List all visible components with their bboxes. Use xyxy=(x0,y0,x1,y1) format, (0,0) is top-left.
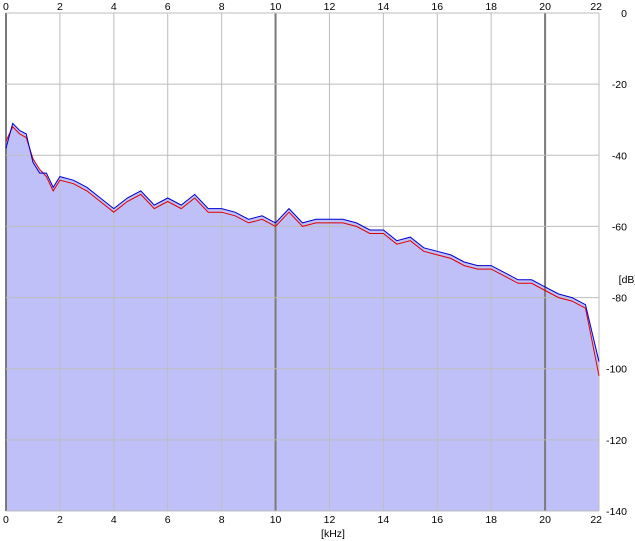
x-tick-label-bottom: 2 xyxy=(57,514,63,526)
x-tick-label-bottom: 12 xyxy=(324,514,336,526)
y-tick-label: 0 xyxy=(621,8,627,20)
x-tick-label-top: 8 xyxy=(219,1,225,13)
y-tick-label: -80 xyxy=(612,293,627,305)
x-tick-label-top: 4 xyxy=(111,1,117,13)
x-tick-label-bottom: 20 xyxy=(539,514,551,526)
x-tick-label-top: 6 xyxy=(165,1,171,13)
x-tick-label-top: 16 xyxy=(431,1,443,13)
x-tick-labels-top: 0 2 4 6 8 10 12 14 16 18 20 22 xyxy=(3,1,602,13)
x-tick-label-top: 12 xyxy=(324,1,336,13)
y-tick-label: -60 xyxy=(612,221,627,233)
x-tick-label-top: 18 xyxy=(485,1,497,13)
x-tick-label-top: 2 xyxy=(57,1,63,13)
spectrum-fill-area xyxy=(6,123,599,512)
series-line-red xyxy=(5,125,600,376)
x-tick-label-bottom: 10 xyxy=(270,514,282,526)
series-line-blue xyxy=(5,122,600,362)
y-tick-label: -140 xyxy=(606,506,627,518)
y-tick-label: -100 xyxy=(606,364,627,376)
y-tick-label: -120 xyxy=(606,435,627,447)
x-tick-label-bottom: 8 xyxy=(219,514,225,526)
x-tick-label-bottom: 18 xyxy=(485,514,497,526)
x-tick-label-bottom: 14 xyxy=(378,514,390,526)
x-tick-label-bottom: 0 xyxy=(3,514,9,526)
x-tick-labels-bottom: 0 2 4 6 8 10 12 14 16 18 20 22 xyxy=(3,514,602,526)
y-tick-labels: 0 -20 -40 -60 -80 -100 -120 -140 xyxy=(606,8,627,518)
x-tick-label-top: 10 xyxy=(270,1,282,13)
y-tick-label: -40 xyxy=(612,150,627,162)
x-tick-label-top: 14 xyxy=(378,1,390,13)
x-tick-label-bottom: 4 xyxy=(111,514,117,526)
x-axis-label: [kHz] xyxy=(321,528,345,540)
y-tick-label: -20 xyxy=(612,79,627,91)
x-tick-label-top: 0 xyxy=(3,1,9,13)
x-tick-label-bottom: 16 xyxy=(431,514,443,526)
y-axis-label: [dB] xyxy=(619,274,635,286)
grid-lines xyxy=(5,12,600,512)
x-tick-label-top: 22 xyxy=(590,1,602,13)
x-tick-label-top: 20 xyxy=(539,1,551,13)
x-tick-label-bottom: 22 xyxy=(590,514,602,526)
x-tick-label-bottom: 6 xyxy=(165,514,171,526)
